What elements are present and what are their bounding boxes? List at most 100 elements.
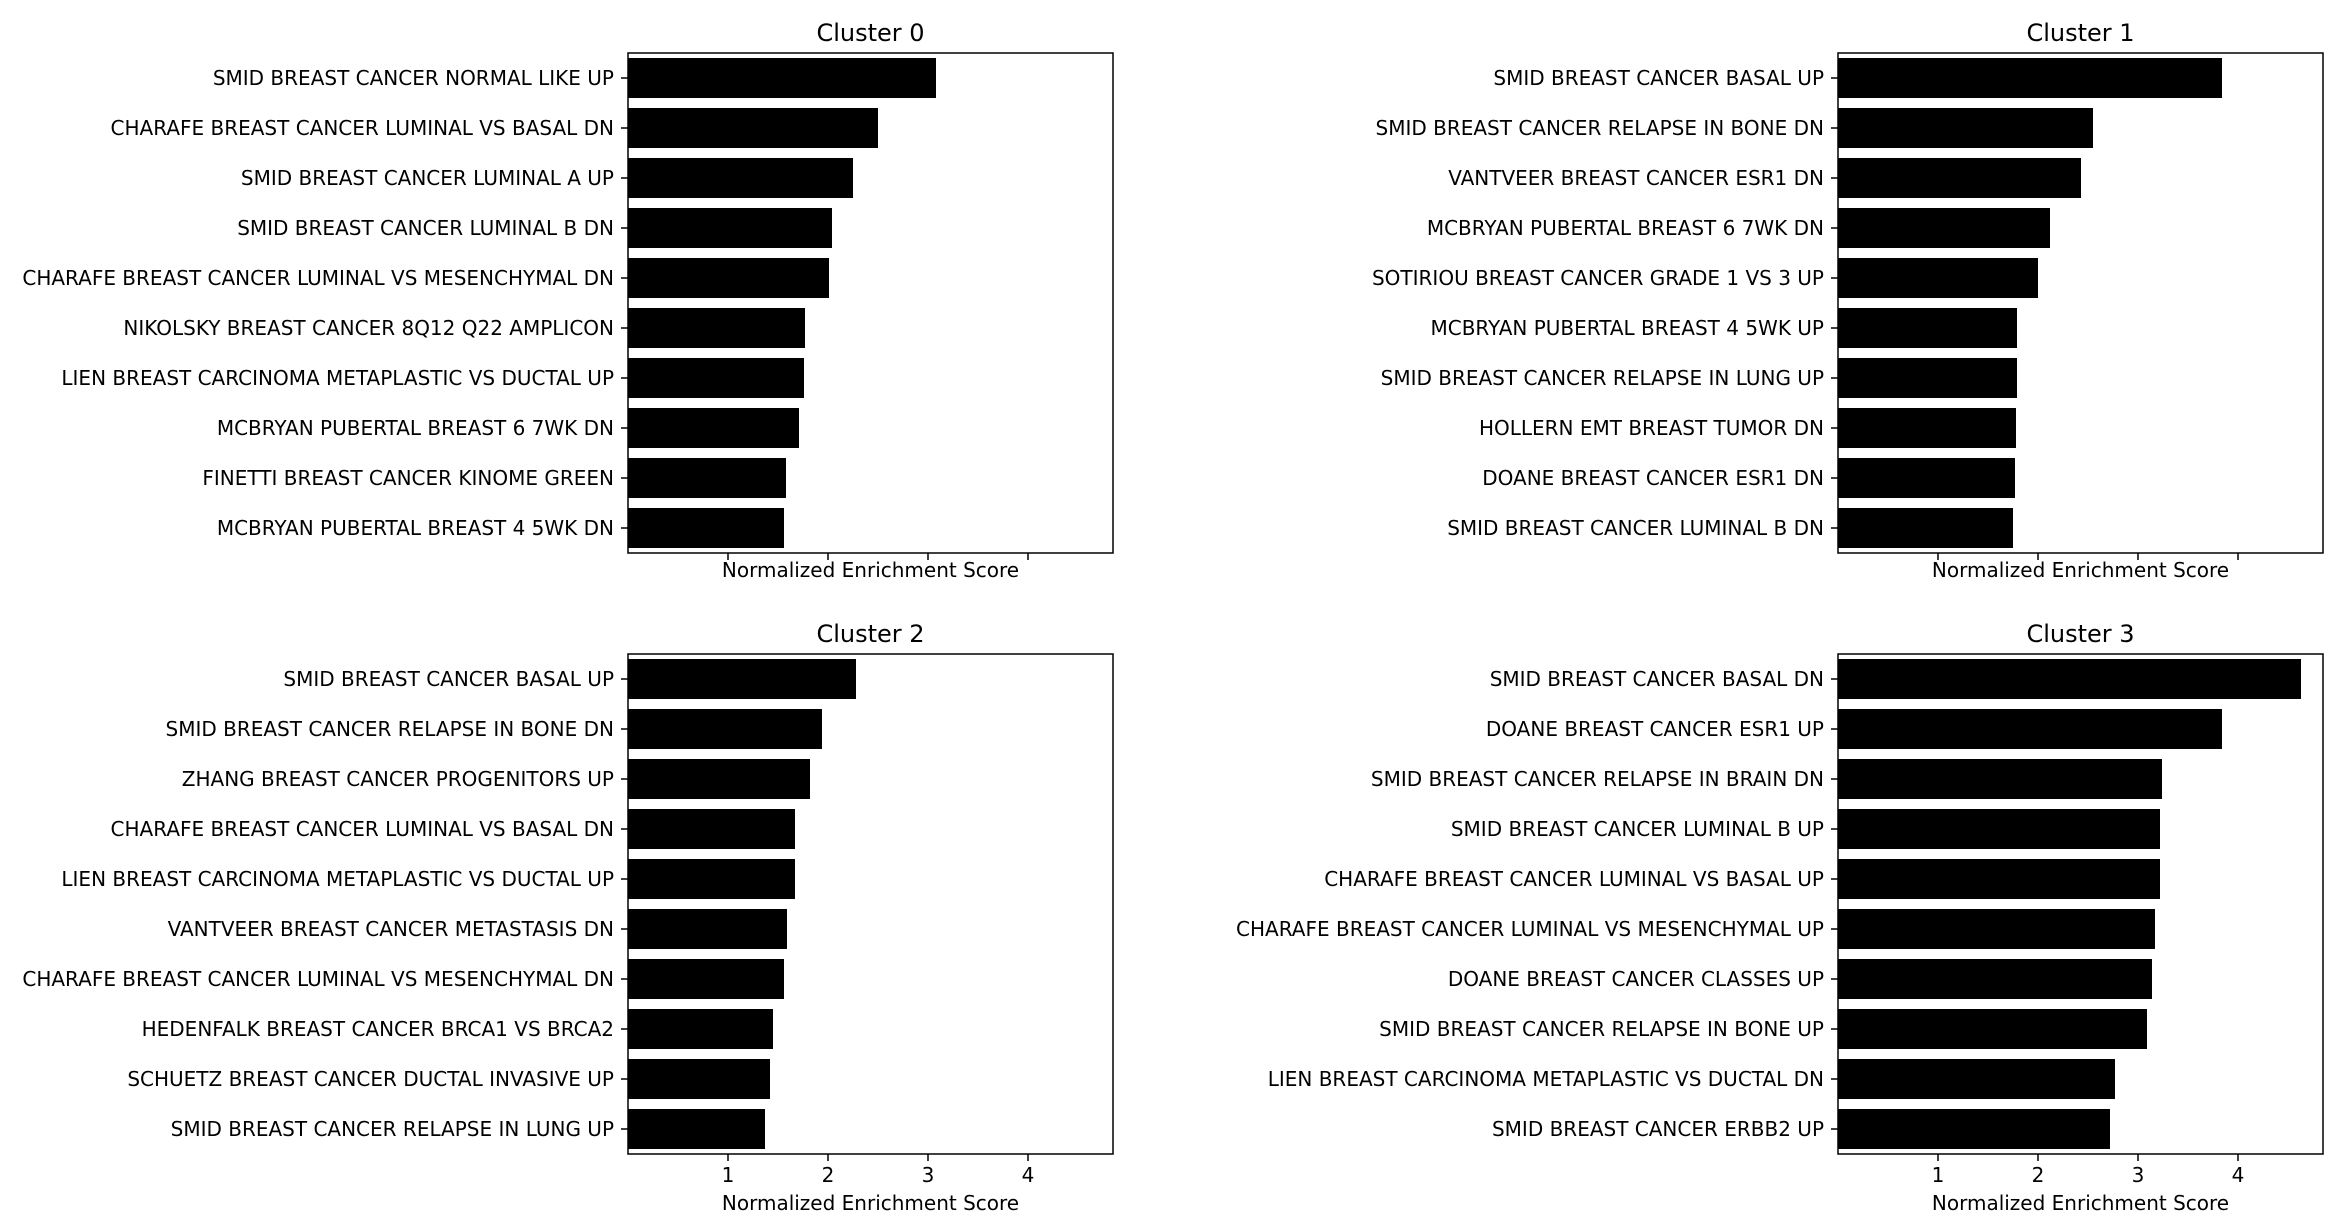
chart-title: Cluster 0	[816, 19, 924, 47]
category-label: SMID BREAST CANCER RELAPSE IN BONE DN	[166, 717, 615, 741]
axes-frame	[627, 653, 1114, 1155]
chart-panel-2: SMID BREAST CANCER BASAL UP SMID BREAST C…	[22, 620, 1114, 1215]
category-label: CHARAFE BREAST CANCER LUMINAL VS BASAL U…	[1324, 867, 1824, 891]
x-axis-label: Normalized Enrichment Score	[1932, 558, 2229, 582]
category-label: SOTIRIOU BREAST CANCER GRADE 1 VS 3 UP	[1372, 266, 1824, 290]
bar	[1838, 1059, 2115, 1099]
category-label: MCBRYAN PUBERTAL BREAST 4 5WK UP	[1430, 316, 1824, 340]
bar	[1838, 759, 2162, 799]
bar	[1838, 358, 2017, 398]
category-label: SMID BREAST CANCER LUMINAL B UP	[1451, 817, 1824, 841]
bar	[1838, 508, 2013, 548]
category-label: SMID BREAST CANCER BASAL DN	[1490, 667, 1824, 691]
bar	[628, 108, 878, 148]
bar	[628, 859, 795, 899]
bar	[628, 58, 936, 98]
x-tick-label: 1	[722, 1163, 735, 1187]
x-tick-label: 1	[1932, 1163, 1945, 1187]
bar	[628, 1009, 773, 1049]
category-label: DOANE BREAST CANCER ESR1 DN	[1482, 466, 1824, 490]
bar	[628, 1059, 770, 1099]
bar	[1838, 458, 2015, 498]
bar	[1838, 959, 2152, 999]
bar	[628, 308, 805, 348]
category-label: HEDENFALK BREAST CANCER BRCA1 VS BRCA2	[142, 1017, 614, 1041]
bar	[628, 759, 810, 799]
bar	[1838, 408, 2016, 448]
category-label: CHARAFE BREAST CANCER LUMINAL VS BASAL D…	[111, 817, 614, 841]
category-label: SMID BREAST CANCER LUMINAL A UP	[241, 166, 614, 190]
x-tick-label: 3	[2132, 1163, 2145, 1187]
bar	[628, 158, 853, 198]
category-label: SMID BREAST CANCER RELAPSE IN LUNG UP	[171, 1117, 614, 1141]
axes-frame	[1837, 52, 2324, 554]
category-label: VANTVEER BREAST CANCER ESR1 DN	[1448, 166, 1824, 190]
category-label: SMID BREAST CANCER BASAL UP	[1493, 66, 1824, 90]
chart-title: Cluster 2	[816, 620, 924, 648]
chart-panel-3: SMID BREAST CANCER BASAL DN DOANE BREAST …	[1236, 620, 2324, 1215]
bar	[1838, 58, 2222, 98]
bar	[628, 809, 795, 849]
category-label: MCBRYAN PUBERTAL BREAST 4 5WK DN	[217, 516, 614, 540]
category-label: LIEN BREAST CARCINOMA METAPLASTIC VS DUC…	[1268, 1067, 1824, 1091]
bar	[628, 959, 784, 999]
category-label: DOANE BREAST CANCER CLASSES UP	[1448, 967, 1824, 991]
bar	[628, 358, 804, 398]
bar	[1838, 158, 2081, 198]
bar	[628, 208, 832, 248]
bar	[628, 408, 799, 448]
bar	[1838, 1009, 2147, 1049]
bar	[1838, 709, 2222, 749]
bar	[1838, 659, 2301, 699]
category-label: SMID BREAST CANCER BASAL UP	[283, 667, 614, 691]
bar	[1838, 809, 2160, 849]
category-label: MCBRYAN PUBERTAL BREAST 6 7WK DN	[1427, 216, 1824, 240]
category-label: CHARAFE BREAST CANCER LUMINAL VS MESENCH…	[1236, 917, 1824, 941]
bar	[628, 909, 787, 949]
x-tick-label: 4	[2232, 1163, 2245, 1187]
chart-title: Cluster 3	[2026, 620, 2134, 648]
x-axis-label: Normalized Enrichment Score	[722, 558, 1019, 582]
category-label: SMID BREAST CANCER LUMINAL B DN	[237, 216, 614, 240]
bar	[628, 1109, 765, 1149]
category-label: FINETTI BREAST CANCER KINOME GREEN	[202, 466, 614, 490]
category-label: VANTVEER BREAST CANCER METASTASIS DN	[168, 917, 614, 941]
category-label: CHARAFE BREAST CANCER LUMINAL VS MESENCH…	[22, 967, 614, 991]
category-label: SMID BREAST CANCER RELAPSE IN LUNG UP	[1381, 366, 1824, 390]
x-axis-label: Normalized Enrichment Score	[722, 1191, 1019, 1215]
x-tick-label: 4	[1022, 1163, 1035, 1187]
bar	[1838, 208, 2050, 248]
category-label: SMID BREAST CANCER RELAPSE IN BRAIN DN	[1371, 767, 1824, 791]
category-label: LIEN BREAST CARCINOMA METAPLASTIC VS DUC…	[61, 366, 614, 390]
bar	[628, 458, 786, 498]
bar	[1838, 1109, 2110, 1149]
category-label: NIKOLSKY BREAST CANCER 8Q12 Q22 AMPLICON	[123, 316, 614, 340]
category-label: ZHANG BREAST CANCER PROGENITORS UP	[182, 767, 614, 791]
category-label: SMID BREAST CANCER RELAPSE IN BONE UP	[1379, 1017, 1824, 1041]
x-tick-label: 3	[922, 1163, 935, 1187]
x-tick-label: 2	[822, 1163, 835, 1187]
category-label: CHARAFE BREAST CANCER LUMINAL VS MESENCH…	[22, 266, 614, 290]
category-label: SMID BREAST CANCER NORMAL LIKE UP	[213, 66, 614, 90]
bar	[1838, 258, 2038, 298]
bar	[628, 709, 822, 749]
bar	[1838, 308, 2017, 348]
axes-frame	[1837, 653, 2324, 1155]
category-label: LIEN BREAST CARCINOMA METAPLASTIC VS DUC…	[61, 867, 614, 891]
category-label: SCHUETZ BREAST CANCER DUCTAL INVASIVE UP	[127, 1067, 614, 1091]
category-label: SMID BREAST CANCER ERBB2 UP	[1492, 1117, 1824, 1141]
bar	[628, 508, 784, 548]
x-tick-label: 2	[2032, 1163, 2045, 1187]
axes-frame	[627, 52, 1114, 554]
bar	[1838, 108, 2093, 148]
category-label: CHARAFE BREAST CANCER LUMINAL VS BASAL D…	[111, 116, 614, 140]
bar	[1838, 909, 2155, 949]
chart-title: Cluster 1	[2026, 19, 2134, 47]
bar	[628, 258, 829, 298]
category-label: SMID BREAST CANCER LUMINAL B DN	[1447, 516, 1824, 540]
bar	[628, 659, 856, 699]
category-label: HOLLERN EMT BREAST TUMOR DN	[1479, 416, 1824, 440]
bar	[1838, 859, 2160, 899]
category-label: DOANE BREAST CANCER ESR1 UP	[1486, 717, 1824, 741]
